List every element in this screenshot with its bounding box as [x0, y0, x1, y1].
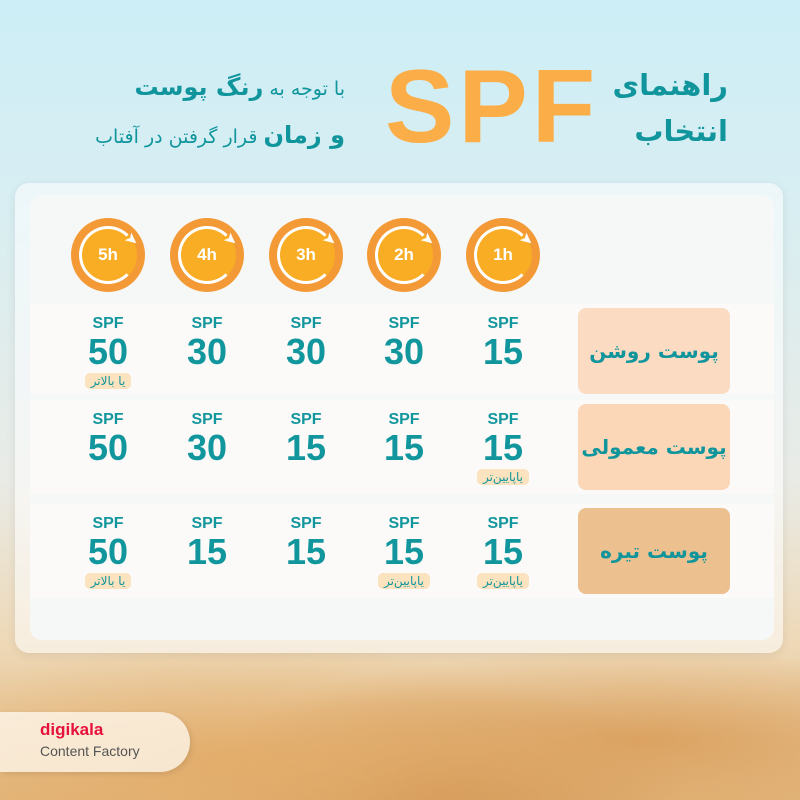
spf-text: SPF — [487, 315, 519, 332]
spf-value: 15 — [186, 531, 228, 572]
spf-cell: SPF 15 یاپایین‌تر — [458, 515, 548, 590]
title-line-2: انتخاب — [634, 114, 728, 148]
spf-cell: SPF 15 — [359, 411, 449, 467]
clock-ring: 3h ➤ — [277, 226, 340, 284]
spf-cell: SPF 15 — [261, 515, 351, 571]
spf-note-badge: یاپایین‌تر — [377, 573, 431, 589]
spf-heading: SPF — [385, 49, 600, 165]
subtitle: با توجه به رنگ پوست و زمان قرار گرفتن در… — [70, 64, 345, 160]
spf-note-badge: یا بالاتر — [84, 573, 132, 589]
spf-cell: SPF 30 — [162, 411, 252, 467]
spf-text: SPF — [92, 411, 124, 428]
clock-icon-5h: 5h ➤ — [71, 218, 145, 292]
spf-cell: SPF 30 — [261, 315, 351, 371]
spf-cell: SPF 50 یا بالاتر — [63, 315, 153, 390]
spf-value: 30 — [383, 331, 425, 372]
spf-cell: SPF 15 — [162, 515, 252, 571]
spf-text: SPF — [92, 315, 124, 332]
spf-text: SPF — [388, 315, 420, 332]
skin-type-label: پوست روشن — [578, 308, 730, 394]
spf-value: 15 — [285, 531, 327, 572]
spf-text: SPF — [92, 515, 124, 532]
spf-value: 15 — [383, 427, 425, 468]
spf-text: SPF — [290, 315, 322, 332]
spf-text: SPF — [388, 515, 420, 532]
spf-text: SPF — [191, 515, 223, 532]
hour-label: 5h — [98, 245, 118, 264]
spf-value: 50 — [87, 331, 129, 372]
clock-icon-2h: 2h ➤ — [367, 218, 441, 292]
hour-label: 3h — [296, 245, 316, 264]
spf-cell: SPF 50 — [63, 411, 153, 467]
spf-cell: SPF 30 — [162, 315, 252, 371]
spf-value: 50 — [87, 531, 129, 572]
spf-text: SPF — [191, 315, 223, 332]
clock-ring: 1h ➤ — [474, 226, 537, 284]
spf-note-badge: یاپایین‌تر — [476, 469, 530, 485]
spf-value: 50 — [87, 427, 129, 468]
clock-ring: 2h ➤ — [375, 226, 438, 284]
spf-value: 15 — [285, 427, 327, 468]
spf-text: SPF — [487, 411, 519, 428]
spf-value: 15 — [383, 531, 425, 572]
hour-label: 4h — [197, 245, 217, 264]
subtitle-bold-2: و زمان — [263, 121, 345, 149]
spf-note-badge: یا بالاتر — [84, 373, 132, 389]
spf-cell: SPF 15 — [458, 315, 548, 371]
spf-value: 30 — [186, 331, 228, 372]
spf-text: SPF — [191, 411, 223, 428]
spf-text: SPF — [290, 515, 322, 532]
title-line-1: راهنمای — [612, 68, 729, 102]
brand-logo: digikala Content Factory — [0, 712, 190, 772]
hour-label: 2h — [394, 245, 414, 264]
spf-value: 30 — [186, 427, 228, 468]
spf-text: SPF — [487, 515, 519, 532]
spf-cell: SPF 30 — [359, 315, 449, 371]
spf-cell: SPF 50 یا بالاتر — [63, 515, 153, 590]
clock-icon-1h: 1h ➤ — [466, 218, 540, 292]
subtitle-plain-1: با توجه به — [269, 78, 345, 100]
brand-sub: Content Factory — [40, 743, 140, 759]
skin-type-label: پوست معمولی — [578, 404, 730, 490]
hour-label: 1h — [493, 245, 513, 264]
spf-note-badge: یاپایین‌تر — [476, 573, 530, 589]
spf-text: SPF — [290, 411, 322, 428]
spf-value: 30 — [285, 331, 327, 372]
clock-icon-4h: 4h ➤ — [170, 218, 244, 292]
spf-cell: SPF 15 — [261, 411, 351, 467]
title: راهنمای انتخاب — [613, 62, 729, 154]
spf-value: 15 — [482, 331, 524, 372]
spf-value: 15 — [482, 531, 524, 572]
skin-type-label: پوست تیره — [578, 508, 730, 594]
clock-ring: 5h ➤ — [79, 226, 142, 284]
spf-cell: SPF 15 یاپایین‌تر — [359, 515, 449, 590]
clock-ring: 4h ➤ — [178, 226, 241, 284]
clock-icon-3h: 3h ➤ — [269, 218, 343, 292]
subtitle-plain-2: قرار گرفتن در آفتاب — [95, 126, 258, 148]
spf-cell: SPF 15 یاپایین‌تر — [458, 411, 548, 486]
subtitle-bold-1: رنگ پوست — [134, 73, 264, 101]
spf-value: 15 — [482, 427, 524, 468]
brand-name: digikala — [40, 720, 104, 739]
spf-text: SPF — [388, 411, 420, 428]
